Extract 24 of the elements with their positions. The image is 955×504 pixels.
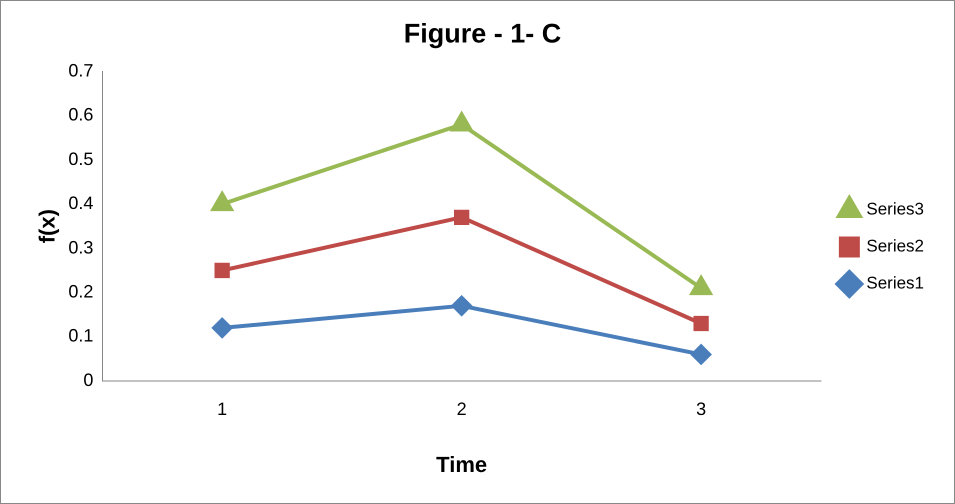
point <box>450 112 472 132</box>
y-tick-label: 0.3 <box>68 237 94 258</box>
x-tick-label: 1 <box>217 398 228 419</box>
y-tick-label: 0.2 <box>68 282 94 302</box>
y-axis-title: f(x) <box>34 209 60 244</box>
x-axis-title: Time <box>436 452 488 477</box>
legend-label: Series3 <box>866 200 924 219</box>
point <box>212 318 232 338</box>
point <box>212 192 233 212</box>
point <box>691 344 712 364</box>
y-tick-label: 0.6 <box>68 104 94 125</box>
y-tick-label: 0.5 <box>68 148 94 169</box>
point <box>452 296 472 316</box>
point <box>214 262 230 278</box>
legend-label: Series2 <box>866 236 924 256</box>
y-tick-label: 0.7 <box>68 60 94 80</box>
legend-label: Series1 <box>866 274 924 293</box>
y-tick-label: 0.4 <box>68 193 94 214</box>
point <box>693 316 709 332</box>
y-tick-label: 0.1 <box>68 326 94 346</box>
chart-title: Figure - 1- C <box>404 18 562 49</box>
x-tick-label: 3 <box>696 398 706 419</box>
x-tick-label: 2 <box>456 398 467 419</box>
y-tick-label: 0 <box>83 370 94 390</box>
